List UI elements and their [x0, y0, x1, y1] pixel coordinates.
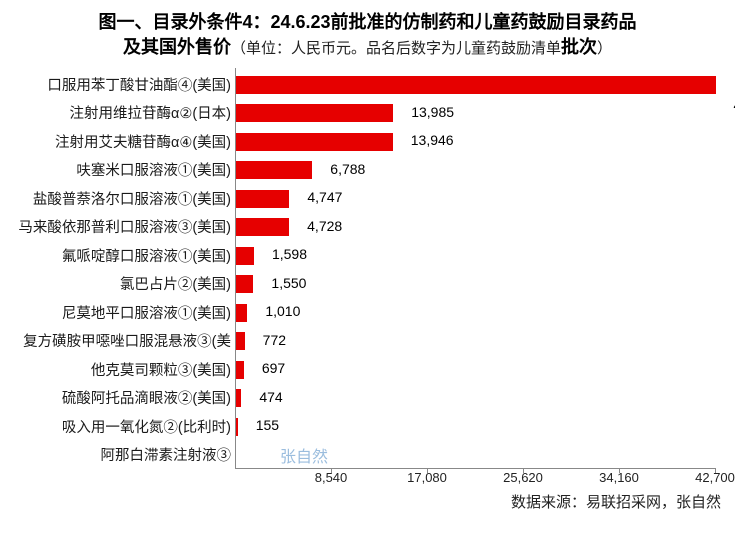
chart-row: 氯巴占片②(美国): [10, 270, 725, 298]
category-label: 马来酸依那普利口服溶液③(美国): [11, 216, 231, 237]
chart-row: 复方磺胺甲噁唑口服混悬液③(美: [10, 327, 725, 355]
category-label: 注射用艾夫糖苷酶α④(美国): [11, 131, 231, 152]
chart-row: 注射用艾夫糖苷酶α④(美国): [10, 127, 725, 155]
category-label: 呋塞米口服溶液①(美国): [11, 159, 231, 180]
category-label: 口服用苯丁酸甘油酯④(美国): [11, 74, 231, 95]
chart-row: 他克莫司颗粒③(美国): [10, 355, 725, 383]
category-label: 盐酸普萘洛尔口服溶液①(美国): [11, 188, 231, 209]
bar-chart: 42,66013,98513,9466,7884,7474,7281,5981,…: [10, 68, 725, 498]
category-label: 吸入用一氧化氮②(比利时): [11, 416, 231, 437]
xtick-label: 17,080: [407, 470, 447, 485]
title-line2: 及其国外售价（单位：人民币元。品名后数字为儿童药鼓励清单批次）: [10, 35, 725, 60]
chart-row: 马来酸依那普利口服溶液③(美国): [10, 213, 725, 241]
chart-row: 呋塞米口服溶液①(美国): [10, 156, 725, 184]
category-label: 氯巴占片②(美国): [11, 273, 231, 294]
category-label: 氟哌啶醇口服溶液①(美国): [11, 245, 231, 266]
category-label: 他克莫司颗粒③(美国): [11, 359, 231, 380]
chart-row: 口服用苯丁酸甘油酯④(美国): [10, 70, 725, 98]
category-label: 阿那白滞素注射液③: [11, 444, 231, 465]
chart-row: 氟哌啶醇口服溶液①(美国): [10, 241, 725, 269]
chart-row: 硫酸阿托品滴眼液②(美国): [10, 384, 725, 412]
xtick-label: 34,160: [599, 470, 639, 485]
xtick-label: 8,540: [315, 470, 348, 485]
category-label: 硫酸阿托品滴眼液②(美国): [11, 387, 231, 408]
xtick-label: 42,700: [695, 470, 735, 485]
chart-row: 盐酸普萘洛尔口服溶液①(美国): [10, 184, 725, 212]
data-source: 数据来源：易联招采网，张自然: [511, 491, 721, 512]
chart-row: 阿那白滞素注射液③: [10, 441, 725, 469]
chart-title: 图一、目录外条件4：24.6.23前批准的仿制药和儿童药鼓励目录药品 及其国外售…: [10, 10, 725, 60]
category-label: 注射用维拉苷酶α②(日本): [11, 102, 231, 123]
xtick-label: 25,620: [503, 470, 543, 485]
category-label: 尼莫地平口服溶液①(美国): [11, 302, 231, 323]
category-label: 复方磺胺甲噁唑口服混悬液③(美: [11, 330, 231, 351]
chart-row: 注射用维拉苷酶α②(日本): [10, 99, 725, 127]
chart-row: 尼莫地平口服溶液①(美国): [10, 298, 725, 326]
chart-row: 吸入用一氧化氮②(比利时): [10, 412, 725, 440]
title-line1: 图一、目录外条件4：24.6.23前批准的仿制药和儿童药鼓励目录药品: [10, 10, 725, 35]
